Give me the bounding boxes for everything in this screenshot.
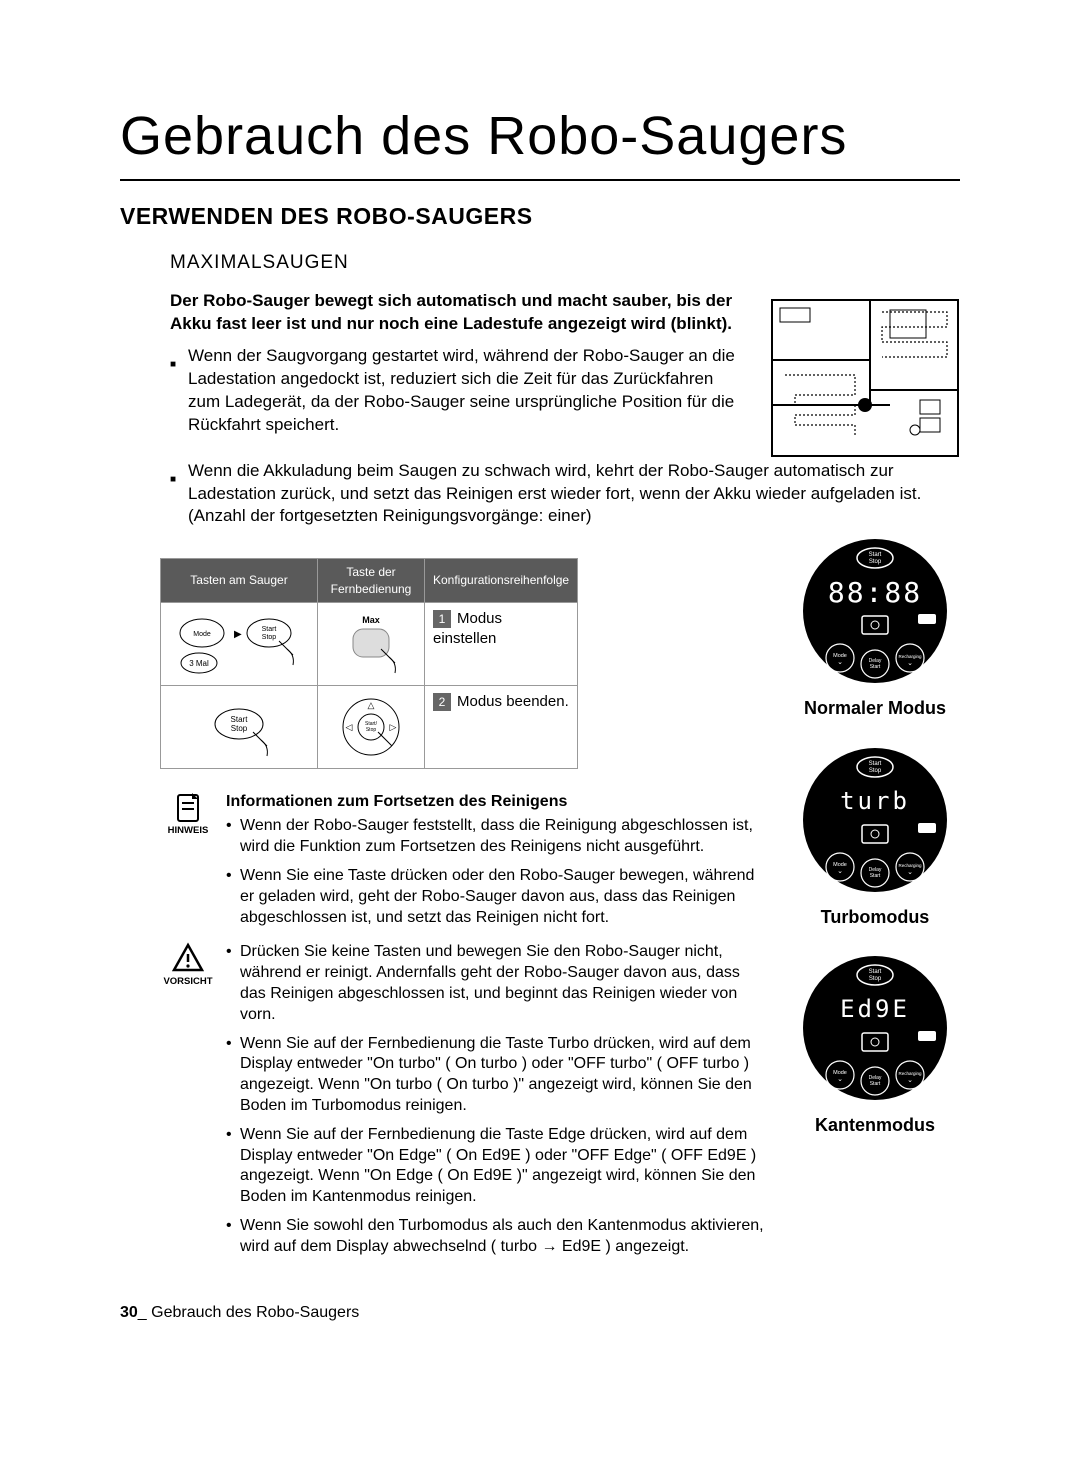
remote-dpad-illustration: Start/ Stop △ ◁ ▷	[326, 692, 416, 762]
svg-text:△: △	[368, 700, 375, 710]
step-number: 2	[433, 693, 451, 711]
svg-text:Start: Start	[870, 664, 881, 670]
svg-text:Recharging: Recharging	[898, 1071, 922, 1076]
hinweis-item: Wenn der Robo-Sauger feststellt, dass di…	[226, 816, 766, 858]
svg-text:turb: turb	[840, 787, 910, 815]
vorsicht-item: Wenn Sie sowohl den Turbomodus als auch …	[226, 1216, 766, 1258]
vorsicht-icon: VORSICHT	[160, 942, 216, 1265]
svg-text:Recharging: Recharging	[898, 654, 922, 659]
svg-text:Ed9E: Ed9E	[840, 995, 910, 1023]
svg-text:▶: ▶	[234, 629, 242, 640]
intro-paragraph: Der Robo-Sauger bewegt sich automatisch …	[170, 290, 746, 336]
svg-text:Stop: Stop	[869, 768, 882, 774]
svg-text:Start: Start	[231, 715, 249, 724]
svg-text:Start: Start	[869, 969, 882, 975]
svg-text:Recharging: Recharging	[898, 863, 922, 868]
config-table: Tasten am Sauger Taste der Fernbedienung…	[160, 558, 578, 768]
svg-text:◁: ◁	[346, 722, 353, 732]
svg-text:▷: ▷	[390, 722, 397, 732]
svg-text:⌄: ⌄	[907, 1077, 913, 1084]
svg-text:Stop: Stop	[869, 976, 882, 982]
bullet-icon	[170, 351, 180, 437]
table-row: Mode ▶ Start Stop 3 Mal	[161, 602, 578, 685]
step-number: 1	[433, 610, 451, 628]
page-title: Gebrauch des Robo-Saugers	[120, 100, 960, 181]
vorsicht-item: Wenn Sie auf der Fernbedienung die Taste…	[226, 1125, 766, 1208]
page-number: 30	[120, 1304, 138, 1321]
svg-text:⌄: ⌄	[837, 868, 843, 875]
vacuum-buttons-illustration: Start Stop	[169, 692, 309, 762]
svg-text:Mode: Mode	[193, 631, 211, 638]
svg-text:Stop: Stop	[366, 727, 377, 733]
device-display-turbo: Start Stop turb Mode ⌄ Delay Start Recha…	[800, 745, 950, 895]
step-label: Modus beenden.	[457, 693, 569, 710]
svg-text:⌄: ⌄	[907, 660, 913, 667]
svg-text:Max: Max	[362, 615, 380, 625]
mode-label: Turbomodus	[821, 905, 930, 929]
hinweis-item: Wenn Sie eine Taste drücken oder den Rob…	[226, 866, 766, 928]
device-display-edge: Start Stop Ed9E Mode ⌄ Delay Start Recha…	[800, 953, 950, 1103]
table-header: Tasten am Sauger	[161, 559, 318, 602]
svg-text:⌄: ⌄	[837, 1076, 843, 1083]
svg-text:Start: Start	[869, 552, 882, 558]
bullet-text: Wenn die Akkuladung beim Saugen zu schwa…	[188, 460, 960, 529]
vorsicht-item: Wenn Sie auf der Fernbedienung die Taste…	[226, 1034, 766, 1117]
table-header: Konfigurationsreihenfolge	[425, 559, 578, 602]
vacuum-buttons-illustration: Mode ▶ Start Stop 3 Mal	[169, 609, 309, 679]
svg-text:Start: Start	[870, 873, 881, 879]
subsection-heading: MAXIMALSAUGEN	[170, 250, 960, 276]
vorsicht-item: Drücken Sie keine Tasten und bewegen Sie…	[226, 942, 766, 1025]
svg-text:⌄: ⌄	[837, 659, 843, 666]
svg-text:Start: Start	[262, 626, 277, 633]
hinweis-icon: HINWEIS	[160, 791, 216, 937]
svg-text:Start: Start	[870, 1081, 881, 1087]
section-heading: VERWENDEN DES ROBO-SAUGERS	[120, 201, 960, 232]
svg-text:3 Mal: 3 Mal	[189, 659, 209, 668]
page-footer: 30_ Gebrauch des Robo-Saugers	[120, 1302, 960, 1324]
floorplan-diagram	[770, 290, 960, 460]
svg-text:88:88: 88:88	[828, 576, 922, 609]
remote-button-illustration: Max	[326, 609, 416, 679]
table-header: Taste der Fernbedienung	[318, 559, 425, 602]
mode-label: Normaler Modus	[804, 696, 946, 720]
hinweis-heading: Informationen zum Fortsetzen des Reinige…	[226, 791, 766, 813]
svg-text:Stop: Stop	[262, 634, 277, 641]
table-row: Start Stop Start/ Stop	[161, 685, 578, 768]
device-display-normal: Start Stop 88:88 Mode ⌄ Delay Start Rech…	[800, 536, 950, 686]
mode-label: Kantenmodus	[815, 1113, 935, 1137]
svg-text:⌄: ⌄	[907, 869, 913, 876]
svg-text:Stop: Stop	[869, 559, 882, 565]
bullet-text: Wenn der Saugvorgang gestartet wird, wäh…	[188, 345, 746, 437]
bullet-icon	[170, 466, 180, 529]
footer-text: _ Gebrauch des Robo-Saugers	[138, 1304, 359, 1321]
svg-text:Start: Start	[869, 761, 882, 767]
svg-text:Stop: Stop	[231, 724, 248, 733]
